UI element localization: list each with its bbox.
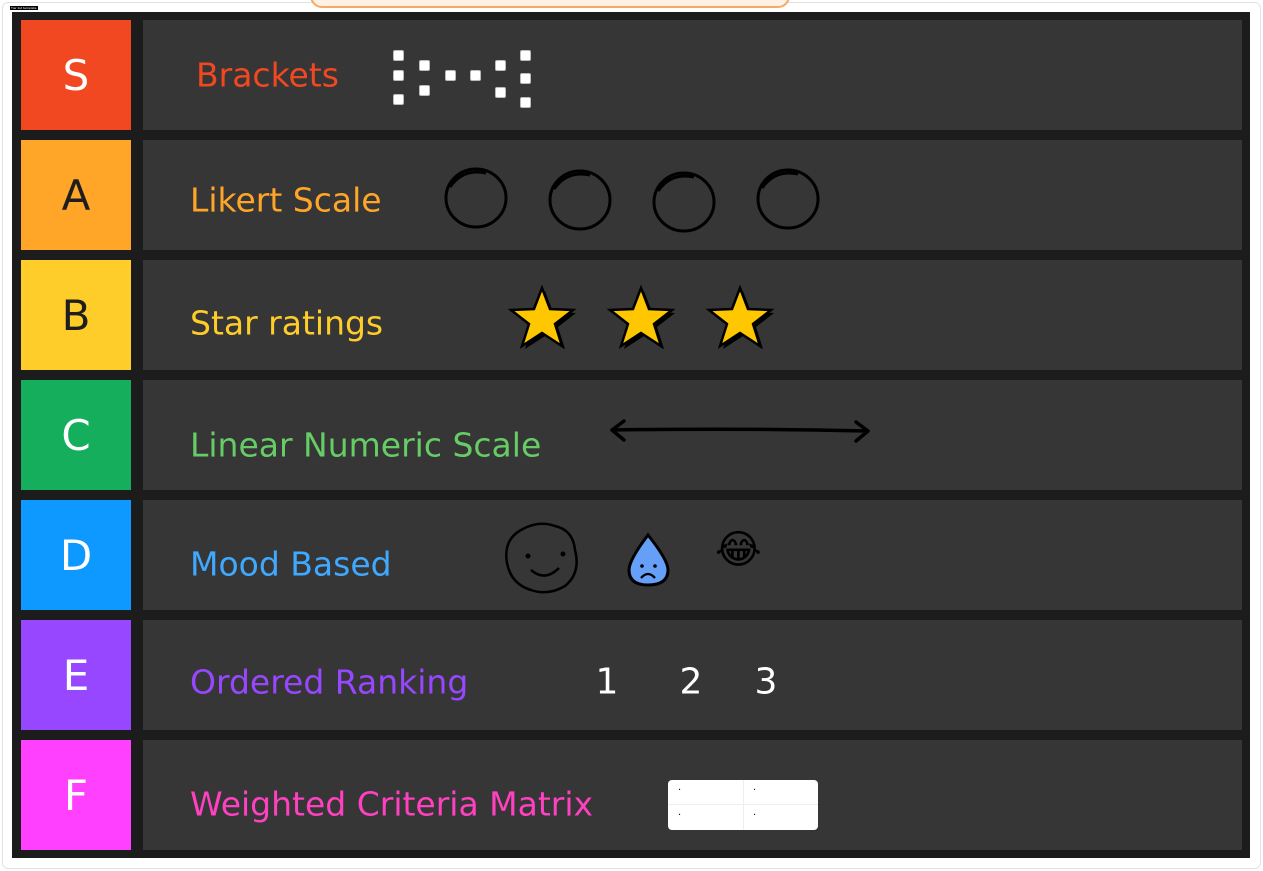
rank-number: 1: [595, 661, 619, 703]
smiley-blob-icon: [505, 522, 578, 594]
rank-number: 2: [679, 661, 703, 703]
tier-letter-c: C: [21, 380, 131, 490]
criteria-matrix-table[interactable]: . . . .: [668, 780, 818, 830]
star-icon: [509, 286, 576, 349]
circle-icon: [652, 171, 716, 233]
template-tag[interactable]: Tier list template: [10, 6, 38, 10]
tier-letter-a: A: [21, 140, 131, 250]
circle-icon: [756, 168, 820, 230]
bracket-icon: [393, 50, 533, 110]
tier-row-s: S Brackets: [21, 20, 1242, 130]
tier-label: Linear Numeric Scale: [190, 425, 542, 465]
tears-of-joy-emoji-icon: 😂: [715, 527, 762, 573]
matrix-cell[interactable]: .: [678, 782, 682, 793]
rank-number: 3: [754, 661, 778, 703]
tier-label: Mood Based: [190, 544, 392, 584]
tier-row-f: F Weighted Criteria Matrix . . . .: [21, 740, 1242, 850]
star-rating: [509, 286, 774, 349]
tier-label: Star ratings: [190, 303, 384, 343]
tier-letter-d: D: [21, 500, 131, 610]
tier-letter-f: F: [21, 740, 131, 850]
tier-label: Brackets: [196, 55, 339, 95]
tier-letter-b: B: [21, 260, 131, 370]
tier-letter-e: E: [21, 620, 131, 730]
tier-content-b: Star ratings: [143, 260, 1242, 370]
matrix-cell[interactable]: .: [753, 782, 757, 793]
circle-icon: [548, 169, 612, 231]
tier-content-a: Likert Scale: [143, 140, 1242, 250]
tier-content-c: Linear Numeric Scale: [143, 380, 1242, 490]
tier-content-d: Mood Based 😂: [143, 500, 1242, 610]
tier-label: Ordered Ranking: [190, 662, 469, 702]
circle-icon: [444, 167, 508, 229]
tier-row-b: B Star ratings: [21, 260, 1242, 370]
sad-droplet-icon: [627, 532, 670, 587]
tier-letter-s: S: [21, 20, 131, 130]
tier-list-board: S Brackets A Likert Scale: [12, 12, 1250, 858]
tier-label: Likert Scale: [190, 180, 382, 220]
tier-content-e: Ordered Ranking 1 2 3: [143, 620, 1242, 730]
tier-row-d: D Mood Based 😂: [21, 500, 1242, 610]
toolbar-pill[interactable]: [310, 0, 790, 8]
tier-content-f: Weighted Criteria Matrix . . . .: [143, 740, 1242, 850]
tier-row-c: C Linear Numeric Scale: [21, 380, 1242, 490]
tier-row-e: E Ordered Ranking 1 2 3: [21, 620, 1242, 730]
matrix-cell[interactable]: .: [678, 807, 682, 818]
tier-row-a: A Likert Scale: [21, 140, 1242, 250]
tier-content-s: Brackets: [143, 20, 1242, 130]
star-icon: [707, 286, 774, 349]
double-arrow-icon: [610, 419, 870, 443]
matrix-cell[interactable]: .: [753, 807, 757, 818]
likert-circles: [444, 167, 820, 233]
star-icon: [608, 286, 675, 349]
tier-label: Weighted Criteria Matrix: [190, 784, 594, 824]
